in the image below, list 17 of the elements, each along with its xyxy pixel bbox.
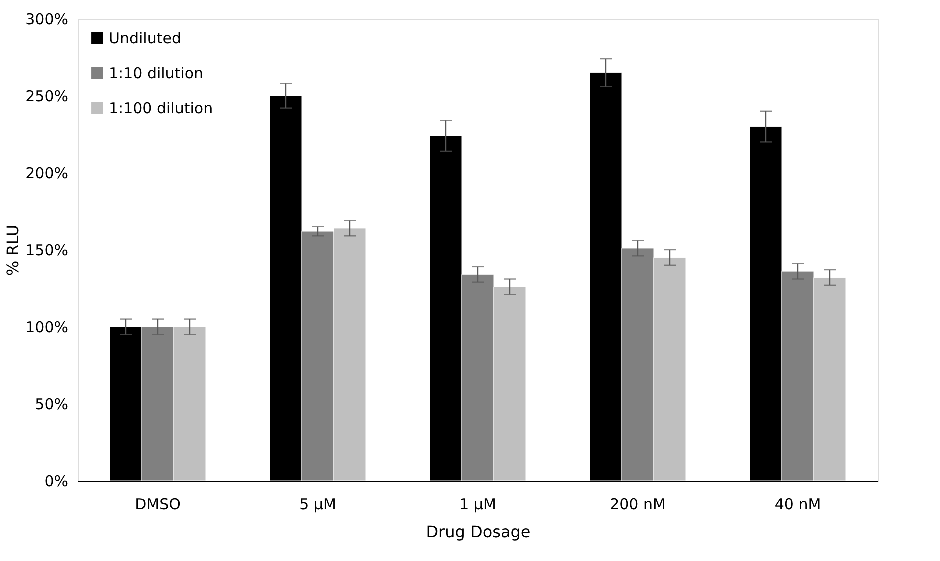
y-tick-label: 300% [26, 10, 68, 28]
x-tick-label: DMSO [135, 496, 181, 514]
x-tick-label: 5 µM [300, 496, 336, 514]
x-axis-title: Drug Dosage [426, 522, 531, 542]
y-tick-label: 50% [35, 396, 68, 414]
legend-label: 1:100 dilution [109, 100, 214, 118]
x-tick-label: 200 nM [610, 496, 666, 514]
legend-label: Undiluted [109, 30, 182, 48]
y-tick-label: 100% [26, 318, 68, 336]
y-tick-label: 0% [44, 472, 68, 490]
x-tick-label: 40 nM [774, 496, 822, 514]
y-tick-label: 150% [26, 242, 68, 260]
y-tick-label: 250% [26, 88, 68, 106]
y-axis-title: % RLU [4, 224, 23, 276]
y-tick-label: 200% [26, 164, 68, 182]
legend-label: 1:10 dilution [109, 64, 204, 82]
x-tick-label: 1 µM [460, 496, 496, 514]
